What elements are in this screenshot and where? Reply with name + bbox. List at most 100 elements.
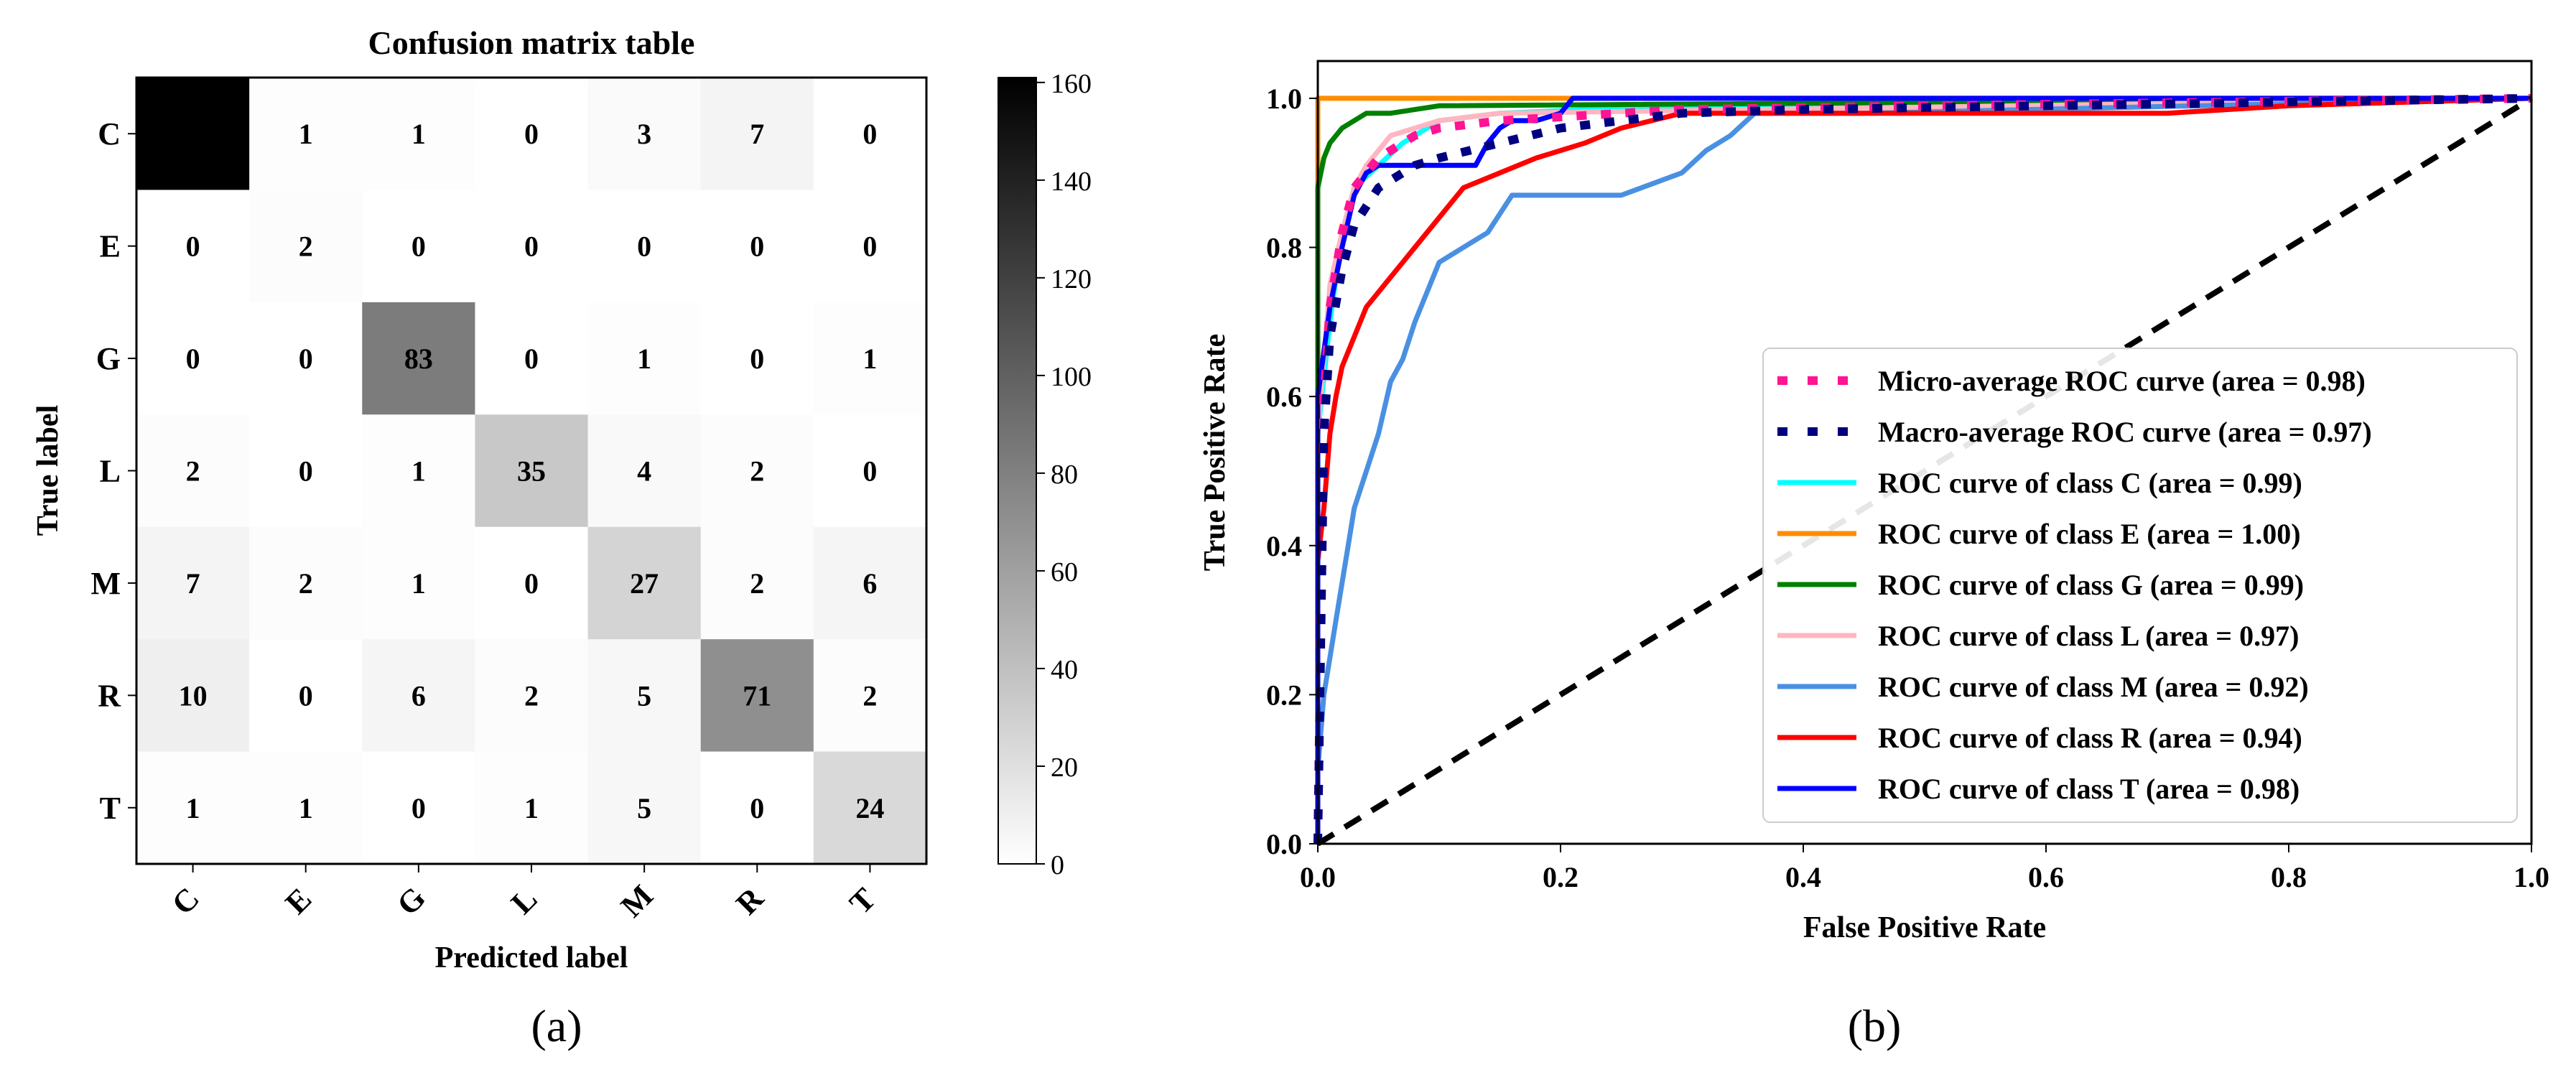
cm-row-label: G bbox=[96, 341, 121, 376]
legend-label: ROC curve of class G (area = 0.99) bbox=[1878, 569, 2304, 601]
cm-value: 0 bbox=[299, 343, 313, 375]
cm-value: 2 bbox=[186, 455, 200, 488]
cm-col-label: L bbox=[504, 881, 544, 921]
cm-cell bbox=[136, 302, 250, 415]
colorbar-tick-label: 80 bbox=[1051, 460, 1078, 490]
cm-value: 0 bbox=[524, 118, 539, 150]
cm-cell bbox=[249, 639, 363, 753]
cm-cell bbox=[362, 414, 475, 528]
legend-label: Micro-average ROC curve (area = 0.98) bbox=[1878, 365, 2366, 397]
cm-cell bbox=[475, 302, 589, 415]
cm-cell bbox=[700, 751, 814, 865]
roc-frame bbox=[1316, 60, 2533, 845]
colorbar-tick-label: 120 bbox=[1051, 264, 1092, 294]
cm-value: 0 bbox=[524, 231, 539, 263]
roc-series-line bbox=[1315, 96, 2532, 844]
cm-value: 0 bbox=[750, 792, 764, 824]
cm-value: 1 bbox=[524, 792, 539, 824]
cm-cell bbox=[136, 639, 250, 753]
cm-cell bbox=[249, 526, 363, 640]
cm-value: 0 bbox=[411, 792, 426, 824]
cm-value: 0 bbox=[750, 231, 764, 263]
roc-xticks: 0.0 0.2 0.4 0.6 0.8 1.0 bbox=[1300, 844, 2549, 893]
cm-cell bbox=[362, 526, 475, 640]
roc-xtick-label: 0.4 bbox=[1785, 861, 1821, 893]
cm-value: 161 bbox=[172, 118, 215, 150]
legend-label: ROC curve of class M (area = 0.92) bbox=[1878, 671, 2309, 703]
cm-cell bbox=[700, 639, 814, 753]
roc-xtick-label: 0.0 bbox=[1300, 861, 1336, 893]
colorbar-tick-label: 20 bbox=[1051, 753, 1078, 783]
cm-col-label: T bbox=[842, 881, 882, 921]
cm-value: 7 bbox=[750, 118, 764, 150]
legend-label: ROC curve of class L (area = 0.97) bbox=[1878, 620, 2299, 652]
colorbar-tick-label: 60 bbox=[1051, 557, 1078, 587]
cm-value: 0 bbox=[862, 118, 877, 150]
cm-value: 3 bbox=[637, 118, 651, 150]
cm-cell bbox=[700, 190, 814, 303]
cm-col-label: M bbox=[614, 878, 660, 924]
colorbar-tick-label: 100 bbox=[1051, 362, 1092, 392]
legend-label: Macro-average ROC curve (area = 0.97) bbox=[1878, 416, 2372, 448]
legend-label: ROC curve of class T (area = 0.98) bbox=[1878, 773, 2300, 805]
cm-cell bbox=[136, 190, 250, 303]
cm-cell bbox=[587, 190, 702, 303]
cm-value: 5 bbox=[637, 679, 651, 712]
roc-legend: Micro-average ROC curve (area = 0.98) Mac… bbox=[1762, 348, 2518, 823]
cm-value: 0 bbox=[750, 343, 764, 375]
cm-value: 0 bbox=[186, 231, 200, 263]
cm-row-label: C bbox=[98, 116, 121, 152]
confusion-matrix-panel: Confusion matrix table 161 1 1 0 3 7 00 2 0 0 0 0 00… bbox=[32, 24, 1092, 1051]
roc-xtick-label: 1.0 bbox=[2514, 861, 2549, 893]
cm-cell bbox=[136, 414, 250, 528]
cm-cell bbox=[813, 78, 927, 190]
roc-xlabel: False Positive Rate bbox=[1803, 911, 2046, 944]
roc-series-line bbox=[1315, 96, 2531, 844]
roc-ytick-label: 1.0 bbox=[1266, 83, 1302, 115]
colorbar-tick-label: 160 bbox=[1051, 69, 1092, 99]
cm-value: 0 bbox=[862, 231, 877, 263]
cm-value: 2 bbox=[299, 567, 313, 600]
cm-cell bbox=[587, 751, 702, 865]
cm-cell bbox=[813, 190, 927, 303]
cm-row-label: E bbox=[100, 229, 121, 264]
roc-series-line bbox=[1313, 93, 2532, 844]
cm-value: 1 bbox=[862, 343, 877, 375]
colorbar-tick-label: 0 bbox=[1051, 850, 1064, 880]
cm-cell bbox=[362, 78, 475, 190]
cm-cell bbox=[475, 190, 589, 303]
cm-value: 2 bbox=[750, 455, 764, 488]
cm-cell bbox=[587, 78, 702, 190]
cm-cell bbox=[475, 751, 589, 865]
cm-cell bbox=[475, 78, 589, 190]
cm-value: 35 bbox=[517, 455, 546, 488]
cm-cell bbox=[587, 302, 702, 415]
panel-label-b: (b) bbox=[1848, 1000, 1902, 1051]
cm-cells bbox=[136, 78, 927, 865]
cm-cell bbox=[813, 302, 927, 415]
cm-cell bbox=[813, 526, 927, 640]
roc-ytick-label: 0.0 bbox=[1266, 828, 1302, 860]
roc-ytick-label: 0.6 bbox=[1266, 381, 1302, 413]
cm-cell bbox=[136, 78, 250, 190]
roc-panel: 0.0 0.2 0.4 0.6 0.8 1.0 0.0 0.2 0.4 0.6 0.8 1.0 Fa… bbox=[1199, 60, 2549, 1051]
roc-series-line bbox=[1315, 96, 2532, 844]
cm-value: 0 bbox=[411, 231, 426, 263]
legend-label: ROC curve of class R (area = 0.94) bbox=[1878, 722, 2302, 754]
cm-cell bbox=[813, 751, 927, 865]
colorbar-gradient bbox=[998, 77, 1037, 865]
colorbar-ticks: 0 20 40 60 80 100 120 140 160 bbox=[1036, 69, 1092, 880]
cm-value: 27 bbox=[630, 567, 659, 600]
cm-cell bbox=[587, 639, 702, 753]
cm-xlabel: Predicted label bbox=[435, 941, 628, 974]
cm-cell bbox=[813, 639, 927, 753]
cm-cell bbox=[475, 526, 589, 640]
cm-cell bbox=[362, 639, 475, 753]
cm-row-label: L bbox=[100, 454, 121, 489]
cm-value: 71 bbox=[743, 679, 771, 712]
cm-row-labels: C E G L M R T bbox=[90, 116, 136, 826]
roc-ytick-label: 0.4 bbox=[1266, 530, 1302, 562]
cm-cell-values: 161 1 1 0 3 7 00 2 0 0 0 0 00 0 83 0 1 0 12 0 1 35 4 2 07 2 1 0 27 2 6… bbox=[172, 118, 885, 824]
